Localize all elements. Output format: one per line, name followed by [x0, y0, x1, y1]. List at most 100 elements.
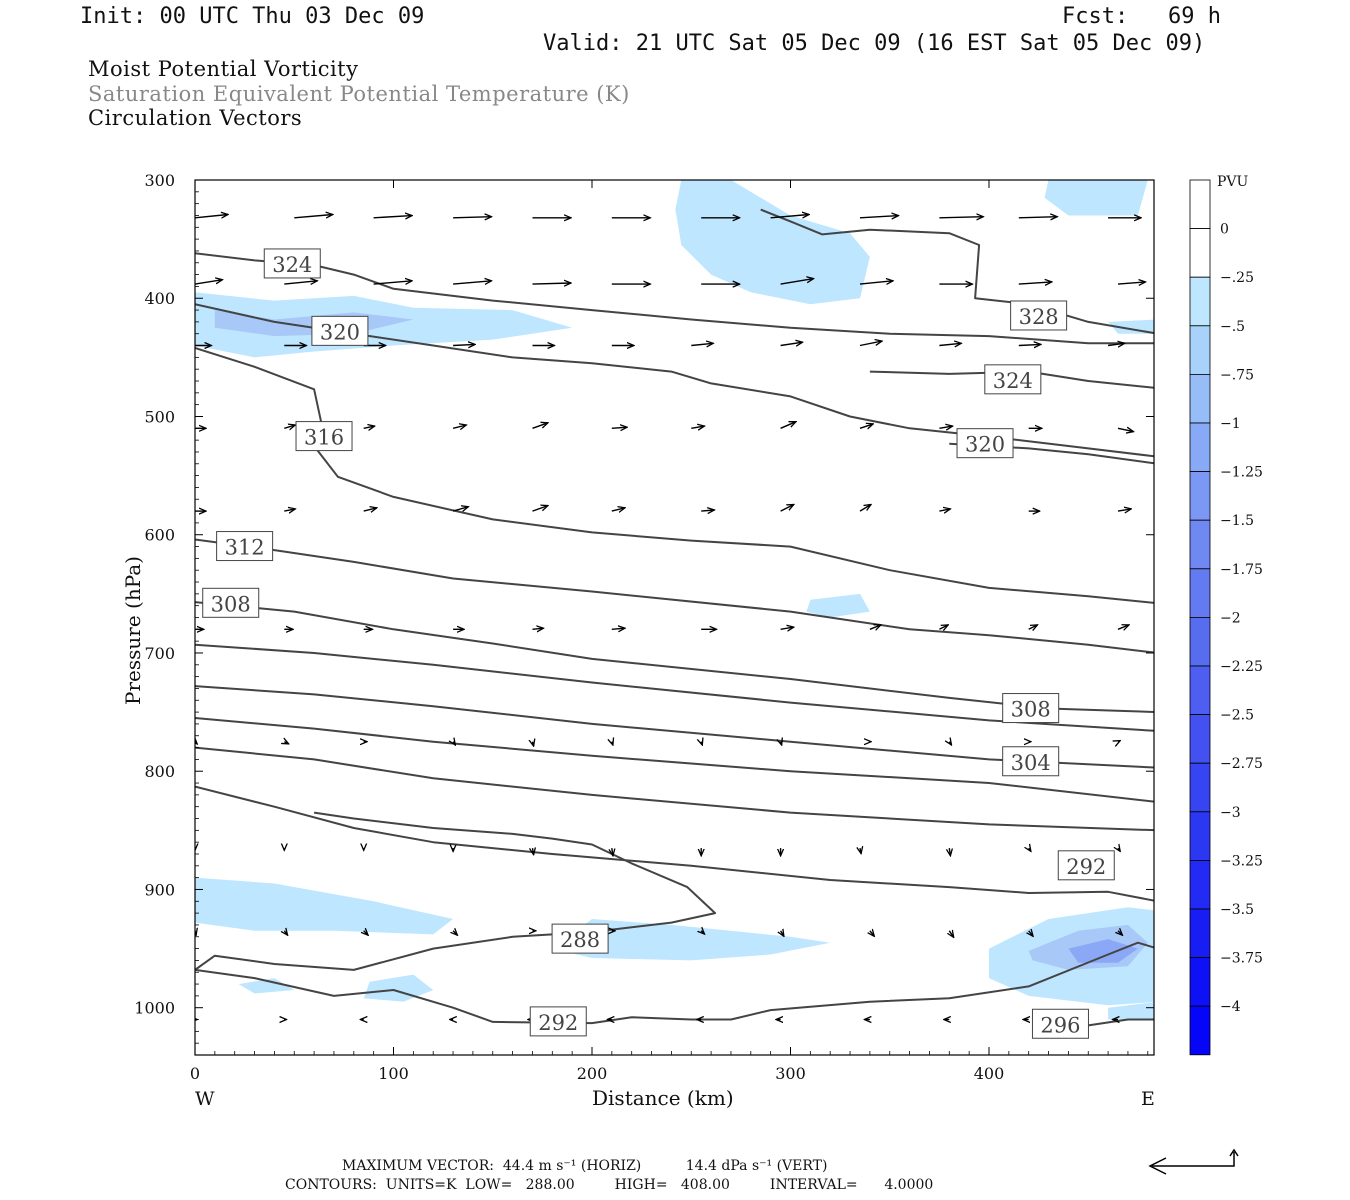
y-tick-label: 600 — [144, 526, 175, 545]
circulation-vector — [701, 931, 704, 934]
contour-label: 324 — [263, 248, 321, 279]
axes: 300 400 500 600 700 800 900 1000 0 100 200 300 400 — [134, 171, 1154, 1083]
pv-region — [1068, 939, 1138, 963]
svg-text:296: 296 — [1040, 1013, 1080, 1037]
title-vectors: Circulation Vectors — [88, 106, 303, 130]
colorbar-swatch — [1189, 519, 1211, 570]
y-tick-label: 800 — [144, 762, 175, 781]
colorbar-swatch — [1189, 373, 1211, 424]
circulation-vector — [195, 280, 223, 285]
circulation-vector — [195, 215, 228, 218]
circulation-vector — [532, 283, 572, 284]
circulation-vector — [770, 215, 810, 218]
circulation-vector — [533, 848, 534, 855]
colorbar-swatch — [1189, 179, 1211, 229]
svg-text:324: 324 — [993, 369, 1033, 393]
circulation-vector — [860, 848, 861, 854]
circulation-vector — [870, 931, 874, 937]
circulation-vector — [780, 505, 794, 512]
circulation-vector — [284, 281, 317, 284]
circulation-vector — [452, 425, 466, 428]
circulation-vector — [1018, 344, 1041, 345]
y-tick-label: 300 — [144, 171, 175, 190]
contour-label: 296 — [1031, 1008, 1089, 1039]
circulation-vector — [859, 505, 871, 512]
colorbar-label: −2 — [1220, 610, 1241, 626]
circulation-vector — [780, 422, 796, 429]
circulation-vector — [373, 281, 413, 284]
y-tick-label: 900 — [144, 880, 175, 899]
pv-region — [1108, 1002, 1154, 1020]
circulation-vector — [363, 508, 377, 511]
theta-contour — [195, 538, 1154, 654]
circulation-vector — [1117, 428, 1133, 431]
x-tick-label: 100 — [378, 1064, 409, 1083]
circulation-vector — [781, 931, 784, 937]
colorbar-swatch — [1189, 228, 1211, 278]
colorbar-swatch — [1189, 860, 1211, 910]
circulation-vector — [1118, 741, 1120, 742]
circulation-vector — [611, 628, 625, 629]
svg-text:316: 316 — [304, 426, 344, 450]
colorbar-swatch — [1189, 665, 1211, 715]
contour-label: 316 — [295, 421, 353, 452]
contour-label: 288 — [551, 923, 609, 954]
contour-label: 328 — [1010, 300, 1068, 331]
pv-region — [1044, 180, 1148, 216]
y-tick-label: 400 — [144, 289, 175, 308]
colorbar-label: −3.25 — [1220, 853, 1263, 869]
circulation-vector — [949, 848, 950, 856]
svg-text:288: 288 — [560, 928, 600, 952]
svg-text:292: 292 — [538, 1011, 578, 1035]
theta-contour — [195, 685, 1154, 769]
circulation-vector — [532, 423, 548, 429]
pv-region — [195, 877, 454, 935]
colorbar-label: −.75 — [1220, 367, 1254, 383]
theta-contour — [195, 717, 1154, 803]
svg-text:308: 308 — [211, 592, 251, 616]
circulation-vector — [691, 343, 713, 345]
circulation-vector — [701, 742, 702, 745]
circulation-vector — [1117, 509, 1131, 511]
contour-label: 308 — [1002, 693, 1060, 724]
circulation-vector — [284, 742, 288, 744]
circulation-vector — [939, 426, 952, 428]
forecast-hour: Fcst: 69 h — [1062, 4, 1221, 29]
title-theta-es: Saturation Equivalent Potential Temperat… — [88, 82, 630, 106]
contour-label: 324 — [984, 364, 1042, 395]
circulation-vector — [1118, 848, 1120, 851]
contour-label: 292 — [529, 1006, 587, 1037]
colorbar-label: −3 — [1220, 805, 1241, 821]
circulation-vector — [612, 742, 613, 745]
circulation-vector — [453, 281, 492, 284]
svg-text:292: 292 — [1066, 855, 1106, 879]
pv-region — [238, 978, 295, 994]
circulation-vector — [780, 342, 803, 345]
colorbar-swatch — [1189, 908, 1211, 958]
x-axis-label: Distance (km) — [592, 1086, 734, 1110]
svg-text:324: 324 — [272, 253, 312, 277]
circulation-vector — [780, 279, 814, 285]
circulation-vector — [869, 625, 881, 629]
init-time: Init: 00 UTC Thu 03 Dec 09 — [80, 4, 425, 29]
colorbar-swatch — [1189, 568, 1211, 618]
colorbar-swatch — [1189, 957, 1211, 1007]
circulation-vector — [780, 627, 794, 629]
x-tick-label: 200 — [577, 1064, 608, 1083]
svg-text:304: 304 — [1011, 751, 1051, 775]
circulation-vector — [691, 426, 704, 428]
circulation-vector — [1118, 931, 1122, 935]
colorbar-label: −1.5 — [1220, 513, 1254, 529]
colorbar-label: −1.25 — [1220, 465, 1263, 481]
y-axis-label: Pressure (hPa) — [121, 556, 145, 705]
svg-text:320: 320 — [320, 320, 360, 344]
circulation-vector — [859, 341, 882, 347]
colorbar-swatch — [1189, 811, 1211, 861]
contour-label: 312 — [216, 531, 274, 562]
colorbar-swatch — [1189, 762, 1211, 813]
circulation-vector — [1018, 282, 1052, 284]
colorbar-swatch — [1189, 714, 1211, 764]
theta-contour — [195, 941, 1154, 1025]
circulation-vector — [859, 424, 873, 428]
circulation-vector — [1117, 625, 1129, 629]
